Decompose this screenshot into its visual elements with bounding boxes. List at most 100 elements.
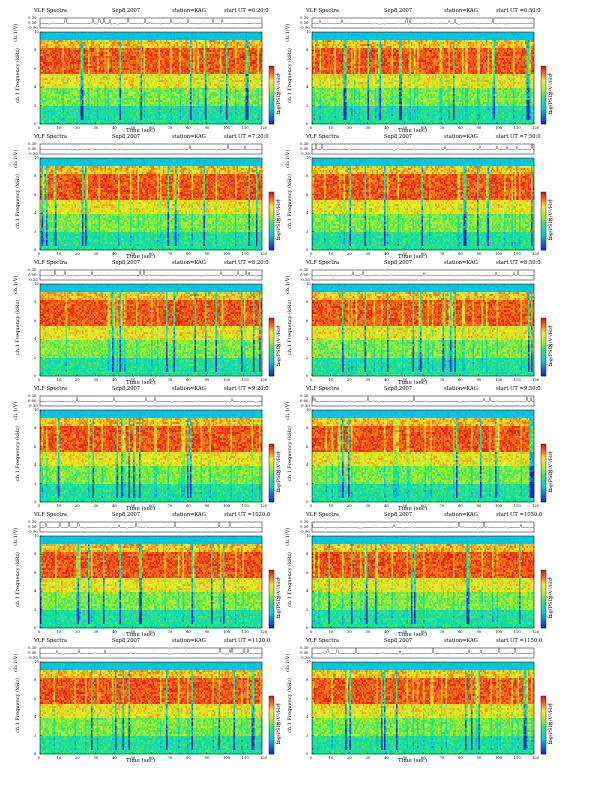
spectrogram-cell (181, 120, 183, 122)
spectrogram-cell (103, 112, 105, 114)
spectrogram-cell (70, 66, 72, 68)
spectrogram-cell (177, 118, 179, 120)
spectrogram-cell (166, 64, 168, 66)
spectrogram-cell (67, 76, 69, 78)
spectrogram-cell (129, 42, 131, 44)
spectrogram-cell (198, 118, 200, 120)
spectrogram-cell (109, 46, 111, 48)
spectrogram-cell (108, 102, 110, 104)
spectrogram-cell (78, 100, 80, 102)
spectrogram-cell (172, 84, 174, 86)
spectrogram-cell (94, 52, 96, 54)
spectrogram-cell (132, 104, 134, 106)
spectrogram-cell (136, 78, 138, 80)
spectrogram-cell (190, 56, 192, 58)
spectrogram-cell (84, 106, 86, 108)
spectrogram-cell (81, 116, 83, 118)
spectrogram-cell (163, 96, 165, 98)
spectrogram-cell (180, 100, 182, 102)
spectrogram-cell (49, 112, 51, 114)
spectrogram-cell (147, 34, 149, 36)
spectrogram-cell (136, 58, 138, 60)
spectrogram-cell (115, 66, 117, 68)
spectrogram-cell (42, 88, 44, 90)
spectrogram-cell (42, 106, 44, 108)
spectrogram-cell (108, 66, 110, 68)
spectrogram-cell (121, 44, 123, 46)
spectrogram-cell (45, 80, 47, 82)
spectrogram-cell (58, 44, 60, 46)
spectrogram-cell (94, 86, 96, 88)
spectrogram-cell (160, 116, 162, 118)
spectrogram-cell (54, 54, 56, 56)
spectrogram-cell (93, 60, 95, 62)
spectrogram-cell (189, 32, 191, 34)
spectrogram-cell (144, 82, 146, 84)
spectrogram-cell (82, 62, 84, 64)
spectrogram-cell (153, 36, 155, 38)
spectrogram-cell (178, 112, 180, 114)
spectrogram-cell (70, 78, 72, 80)
spectrogram-cell (135, 42, 137, 44)
spectrogram-cell (192, 102, 194, 104)
spectrogram-cell (90, 62, 92, 64)
spectrogram-cell (114, 98, 116, 100)
spectrogram-cell (118, 108, 120, 110)
spectrogram-cell (45, 44, 47, 46)
spectrogram-cell (118, 70, 120, 72)
spectrogram-cell (43, 110, 45, 112)
spectrogram-cell (130, 34, 132, 36)
spectrogram-cell (162, 84, 164, 86)
spectrogram-cell (153, 88, 155, 90)
spectrogram-cell (190, 84, 192, 86)
spectrogram-cell (193, 90, 195, 92)
spectrogram-cell (196, 36, 198, 38)
spectrogram-cell (69, 68, 71, 70)
spectrogram-cell (159, 32, 161, 34)
spectrogram-cell (112, 32, 114, 34)
spectrogram-cell (70, 92, 72, 94)
spectrogram-cell (55, 72, 57, 74)
spectrogram-cell (121, 52, 123, 54)
spectrogram-cell (127, 94, 129, 96)
spectrogram-cell (103, 102, 105, 104)
spectrogram-cell (111, 92, 113, 94)
spectrogram-cell (51, 76, 53, 78)
spectrogram-cell (187, 36, 189, 38)
spectrogram-cell (148, 116, 150, 118)
spectrogram-cell (159, 86, 161, 88)
spectrogram-cell (163, 118, 165, 120)
spectrogram-cell (94, 90, 96, 92)
spectrogram-cell (54, 52, 56, 54)
spectrogram-cell (178, 120, 180, 122)
spectrogram-cell (190, 40, 192, 42)
spectrogram-cell (159, 82, 161, 84)
spectrogram-cell (141, 76, 143, 78)
spectrogram-cell (141, 32, 143, 34)
spectrogram-cell (42, 74, 44, 76)
spectrogram-cell (49, 94, 51, 96)
spectrogram-cell (114, 34, 116, 36)
spectrogram-cell (40, 44, 42, 46)
spectrogram-cell (54, 68, 56, 70)
spectrogram-cell (102, 42, 104, 44)
spectrogram-cell (154, 52, 156, 54)
spectrogram-cell (52, 42, 54, 44)
spectrogram-cell (181, 102, 183, 104)
spectrogram-cell (183, 102, 185, 104)
spectrogram-cell (163, 42, 165, 44)
spectrogram-cell (84, 34, 86, 36)
spectrogram-cell (189, 92, 191, 94)
spectrogram-cell (75, 54, 77, 56)
spectrogram-cell (166, 40, 168, 42)
spectrogram-cell (130, 70, 132, 72)
spectrogram-cell (99, 82, 101, 84)
spectrogram-cell (73, 76, 75, 78)
spectrogram-cell (180, 120, 182, 122)
spectrogram-cell (96, 44, 98, 46)
spectrogram-cell (45, 82, 47, 84)
spectrogram-cell (60, 104, 62, 106)
spectrogram-cell (69, 94, 71, 96)
spectrogram-cell (49, 82, 51, 84)
spectrogram-cell (48, 50, 50, 52)
